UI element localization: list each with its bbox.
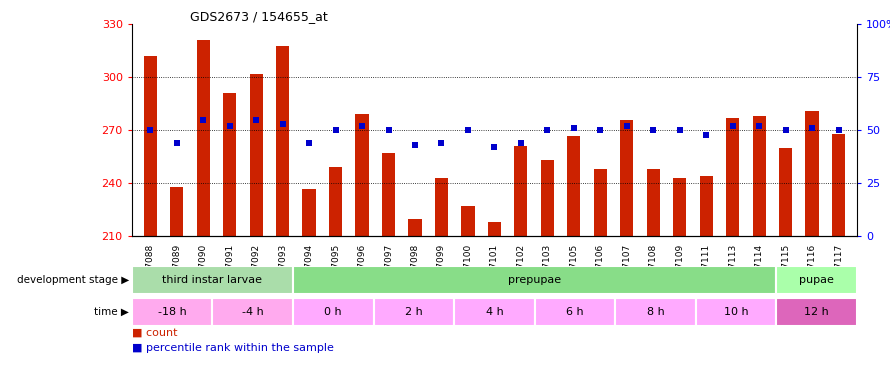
Bar	[726, 118, 740, 236]
Point	[196, 117, 210, 123]
Text: pupae: pupae	[799, 275, 834, 285]
Point	[408, 142, 422, 148]
Text: 8 h: 8 h	[647, 307, 665, 317]
Bar	[541, 160, 554, 236]
Point	[328, 128, 343, 134]
Bar	[779, 148, 792, 236]
Text: ■ count: ■ count	[132, 328, 177, 338]
Bar	[700, 176, 713, 236]
Bar	[673, 178, 686, 236]
Text: -18 h: -18 h	[158, 307, 186, 317]
Point	[382, 128, 396, 134]
Point	[540, 128, 554, 134]
Bar	[170, 187, 183, 236]
Text: 4 h: 4 h	[486, 307, 503, 317]
Point	[434, 140, 449, 146]
Bar	[615, 298, 696, 326]
Bar	[303, 189, 316, 236]
Bar	[696, 298, 776, 326]
Bar	[454, 298, 535, 326]
Point	[461, 128, 475, 134]
Point	[276, 121, 290, 127]
Point	[302, 140, 316, 146]
Bar	[594, 169, 607, 236]
Text: prepupae: prepupae	[508, 275, 562, 285]
Bar	[832, 134, 846, 236]
Point	[673, 128, 687, 134]
Point	[249, 117, 263, 123]
Point	[699, 132, 713, 138]
Text: 6 h: 6 h	[566, 307, 584, 317]
Bar	[143, 56, 157, 236]
Bar	[276, 46, 289, 236]
Bar	[805, 111, 819, 236]
Bar	[382, 153, 395, 236]
Bar	[776, 266, 857, 294]
Bar	[132, 298, 213, 326]
Point	[805, 125, 819, 131]
Point	[725, 123, 740, 129]
Bar	[213, 298, 293, 326]
Point	[593, 128, 607, 134]
Bar	[249, 74, 263, 236]
Point	[779, 128, 793, 134]
Bar	[753, 116, 765, 236]
Bar	[293, 266, 776, 294]
Point	[831, 128, 845, 134]
Bar	[409, 219, 422, 236]
Point	[222, 123, 237, 129]
Text: 2 h: 2 h	[405, 307, 423, 317]
Text: time ▶: time ▶	[94, 307, 129, 317]
Bar	[776, 298, 857, 326]
Point	[143, 128, 158, 134]
Bar	[488, 222, 501, 236]
Bar	[223, 93, 236, 236]
Text: ■ percentile rank within the sample: ■ percentile rank within the sample	[132, 343, 334, 352]
Bar	[567, 136, 580, 236]
Point	[514, 140, 528, 146]
Point	[170, 140, 184, 146]
Bar	[293, 298, 374, 326]
Point	[646, 128, 660, 134]
Point	[567, 125, 581, 131]
Text: GDS2673 / 154655_at: GDS2673 / 154655_at	[190, 10, 328, 23]
Point	[619, 123, 634, 129]
Text: 0 h: 0 h	[324, 307, 342, 317]
Bar	[435, 178, 448, 236]
Point	[488, 144, 502, 150]
Point	[752, 123, 766, 129]
Bar	[355, 114, 368, 236]
Bar	[461, 206, 474, 236]
Bar	[514, 146, 528, 236]
Text: third instar larvae: third instar larvae	[162, 275, 263, 285]
Text: development stage ▶: development stage ▶	[17, 275, 129, 285]
Bar	[647, 169, 659, 236]
Bar	[374, 298, 454, 326]
Text: -4 h: -4 h	[242, 307, 263, 317]
Bar	[535, 298, 615, 326]
Text: 10 h: 10 h	[724, 307, 748, 317]
Point	[355, 123, 369, 129]
Bar	[329, 167, 342, 236]
Text: 12 h: 12 h	[805, 307, 829, 317]
Bar	[620, 120, 634, 236]
Bar	[132, 266, 293, 294]
Bar	[197, 40, 210, 236]
